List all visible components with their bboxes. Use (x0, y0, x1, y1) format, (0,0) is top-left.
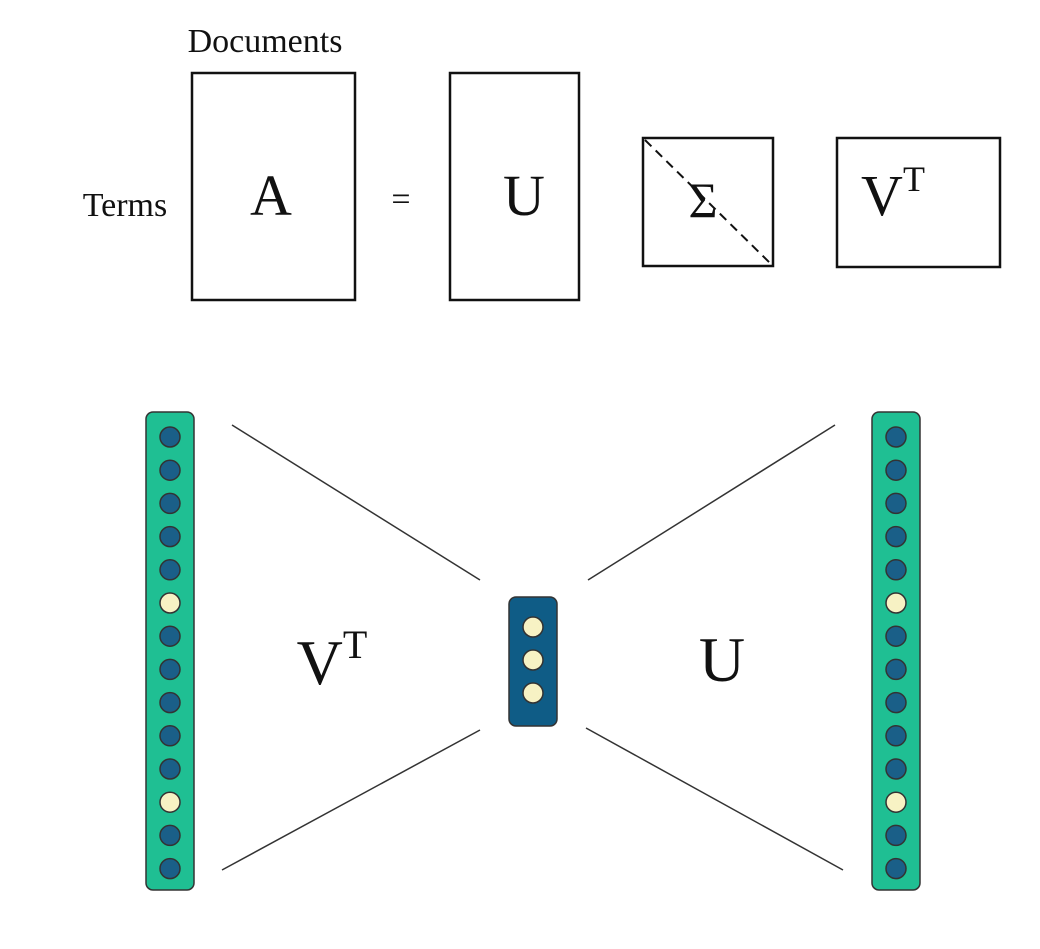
matrix-sigma-box (641, 136, 775, 268)
left-vt-label: VT (297, 622, 368, 698)
right-node-2 (885, 459, 907, 481)
left-node-12 (159, 791, 181, 813)
left-node-8 (159, 658, 181, 681)
matrix-vt-sup: T (903, 159, 925, 199)
left-nodes (159, 426, 181, 880)
right-node-12 (885, 791, 907, 813)
left-node-column (145, 411, 195, 891)
right-node-3 (885, 492, 907, 515)
documents-label: Documents (188, 23, 343, 60)
right-node-1 (885, 426, 907, 448)
left-node-14 (159, 857, 181, 880)
left-node-13 (159, 824, 181, 847)
right-node-13 (885, 824, 907, 847)
right-node-10 (885, 725, 907, 747)
matrix-vt-base: V (861, 163, 903, 228)
right-node-8 (885, 658, 907, 681)
left-node-10 (159, 725, 181, 747)
left-node-2 (159, 459, 181, 481)
left-node-4 (159, 525, 181, 548)
equals-sign: = (391, 181, 410, 218)
right-node-7 (885, 625, 907, 647)
connector-bottom-left (221, 729, 481, 871)
left-node-9 (159, 691, 181, 714)
left-node-5 (159, 559, 181, 581)
matrix-a-label: A (250, 163, 292, 228)
matrix-a-box (190, 71, 357, 302)
matrix-vt-box (835, 136, 1002, 269)
svd-equation: Documents Terms A = U Σ VT (83, 23, 1002, 302)
middle-node-3 (522, 682, 544, 704)
matrix-sigma-label: Σ (688, 172, 717, 228)
right-node-14 (885, 857, 907, 880)
connector-top-right (587, 424, 836, 581)
left-node-3 (159, 492, 181, 515)
right-node-column (871, 411, 921, 891)
connector-top-left (231, 424, 481, 581)
left-node-7 (159, 625, 181, 647)
left-vt-base: V (297, 627, 343, 698)
left-vt-sup: T (343, 622, 367, 667)
middle-node-1 (522, 616, 544, 638)
right-nodes (885, 426, 907, 880)
connector-bottom-right (585, 727, 844, 871)
right-node-5 (885, 559, 907, 581)
right-node-9 (885, 691, 907, 714)
network-view: VT U (145, 411, 921, 891)
right-node-6 (885, 592, 907, 614)
left-node-11 (159, 758, 181, 780)
middle-nodes (522, 616, 544, 704)
left-node-1 (159, 426, 181, 448)
matrix-vt-label: VT (861, 159, 925, 228)
right-u-label: U (699, 624, 745, 695)
matrix-u-label: U (503, 163, 545, 228)
right-node-11 (885, 758, 907, 780)
left-node-6 (159, 592, 181, 614)
matrix-u-box (448, 71, 581, 302)
middle-node-2 (522, 649, 544, 671)
right-node-4 (885, 525, 907, 548)
terms-label: Terms (83, 187, 168, 224)
